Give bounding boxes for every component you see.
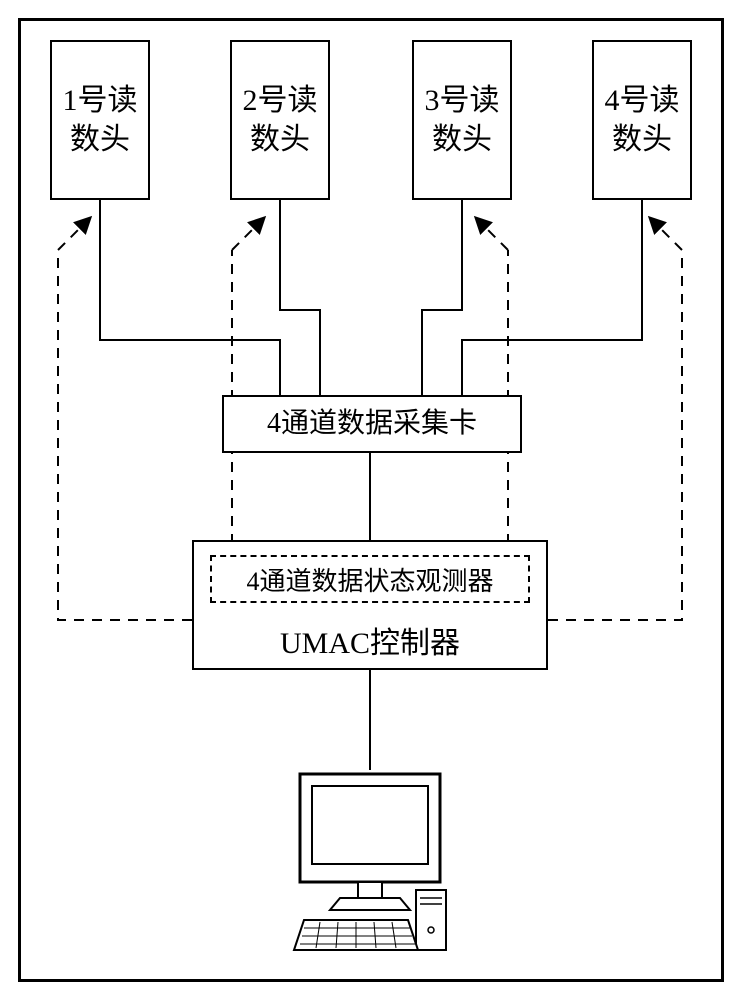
daq-box: 4通道数据采集卡 — [222, 395, 522, 453]
observer-box: 4通道数据状态观测器 — [210, 555, 530, 603]
umac-label: UMAC控制器 — [192, 618, 548, 662]
head-4-label: 4号读 数头 — [605, 81, 680, 159]
head-1-label: 1号读 数头 — [63, 81, 138, 159]
computer-icon — [290, 770, 450, 960]
head-2: 2号读 数头 — [230, 40, 330, 200]
observer-label: 4通道数据状态观测器 — [246, 561, 493, 598]
head-2-label: 2号读 数头 — [243, 81, 318, 159]
head-4: 4号读 数头 — [592, 40, 692, 200]
daq-label: 4通道数据采集卡 — [267, 406, 477, 442]
head-3: 3号读 数头 — [412, 40, 512, 200]
head-3-label: 3号读 数头 — [425, 81, 500, 159]
head-1: 1号读 数头 — [50, 40, 150, 200]
diagram-canvas: 1号读 数头 2号读 数头 3号读 数头 4号读 数头 4通道数据采集卡 4通道… — [0, 0, 742, 1000]
